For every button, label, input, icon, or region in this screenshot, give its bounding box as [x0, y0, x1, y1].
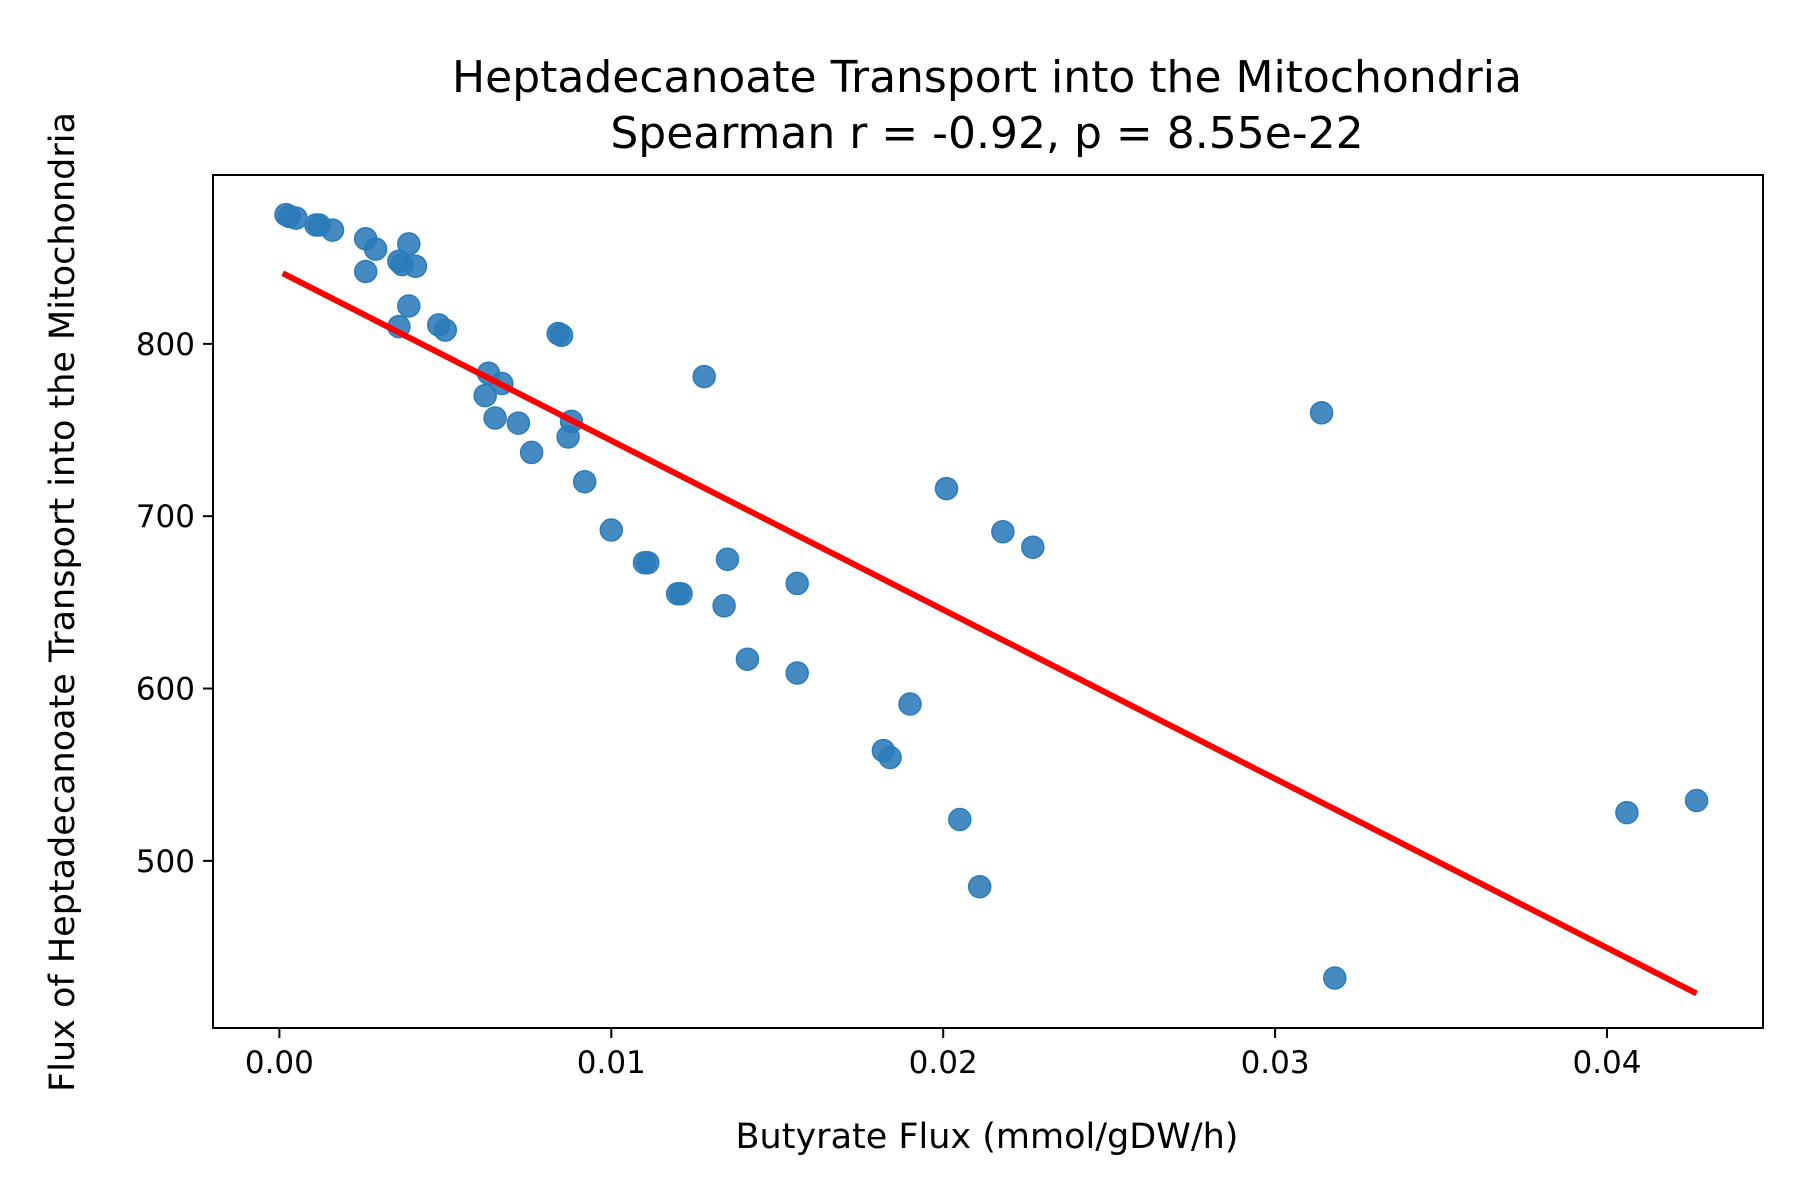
data-point: [715, 547, 740, 572]
data-point: [967, 874, 992, 899]
y-axis-label: Flux of Heptadecanoate Transport into th…: [43, 112, 83, 1092]
data-point: [549, 323, 574, 348]
data-point: [320, 218, 345, 242]
data-point: [1021, 535, 1045, 559]
x-tick-label: 0.00: [245, 1045, 314, 1081]
data-point: [712, 594, 736, 618]
y-tick-label: 500: [136, 844, 195, 880]
data-point: [898, 692, 922, 716]
data-point: [483, 406, 507, 430]
data-point: [948, 807, 972, 832]
data-point: [785, 571, 809, 596]
y-tick-label: 800: [136, 327, 195, 363]
y-tick-label: 700: [136, 499, 195, 535]
data-point: [692, 364, 716, 389]
x-tick-label: 0.04: [1572, 1045, 1641, 1081]
data-point: [1684, 788, 1709, 813]
x-axis: 0.00 0.01 0.02 0.03 0.04: [245, 1028, 1642, 1081]
data-point: [934, 476, 959, 501]
y-tick-label: 600: [136, 672, 195, 708]
data-point: [669, 581, 693, 606]
data-point: [1323, 966, 1347, 990]
data-point: [403, 254, 428, 279]
data-point: [572, 469, 597, 494]
y-axis: 500 600 700 800: [136, 327, 213, 880]
x-tick-label: 0.01: [577, 1045, 646, 1081]
data-point: [353, 259, 378, 284]
x-tick-label: 0.03: [1241, 1045, 1310, 1081]
chart-title: Heptadecanoate Transport into the Mitoch…: [452, 52, 1522, 103]
axes-frame: [212, 174, 1764, 1029]
data-point: [433, 318, 458, 342]
x-axis-label: Butyrate Flux (mmol/gDW/h): [736, 1117, 1239, 1157]
data-point: [473, 383, 497, 408]
chart-subtitle: Spearman r = -0.92, p = 8.55e-22: [610, 108, 1363, 159]
data-point: [599, 518, 624, 542]
data-point: [397, 294, 421, 318]
x-tick-label: 0.02: [909, 1045, 978, 1081]
data-point: [785, 661, 809, 685]
data-point: [284, 206, 308, 230]
data-point: [506, 411, 531, 435]
data-point: [1309, 401, 1334, 425]
data-point: [735, 647, 760, 671]
data-point: [636, 550, 660, 575]
data-point: [991, 519, 1015, 544]
data-point: [878, 745, 902, 770]
data-point: [363, 237, 388, 261]
data-point: [1615, 800, 1639, 825]
plot-area: [274, 202, 1709, 997]
data-point: [556, 425, 580, 449]
regression-line: [281, 270, 1698, 997]
data-point: [519, 440, 544, 465]
